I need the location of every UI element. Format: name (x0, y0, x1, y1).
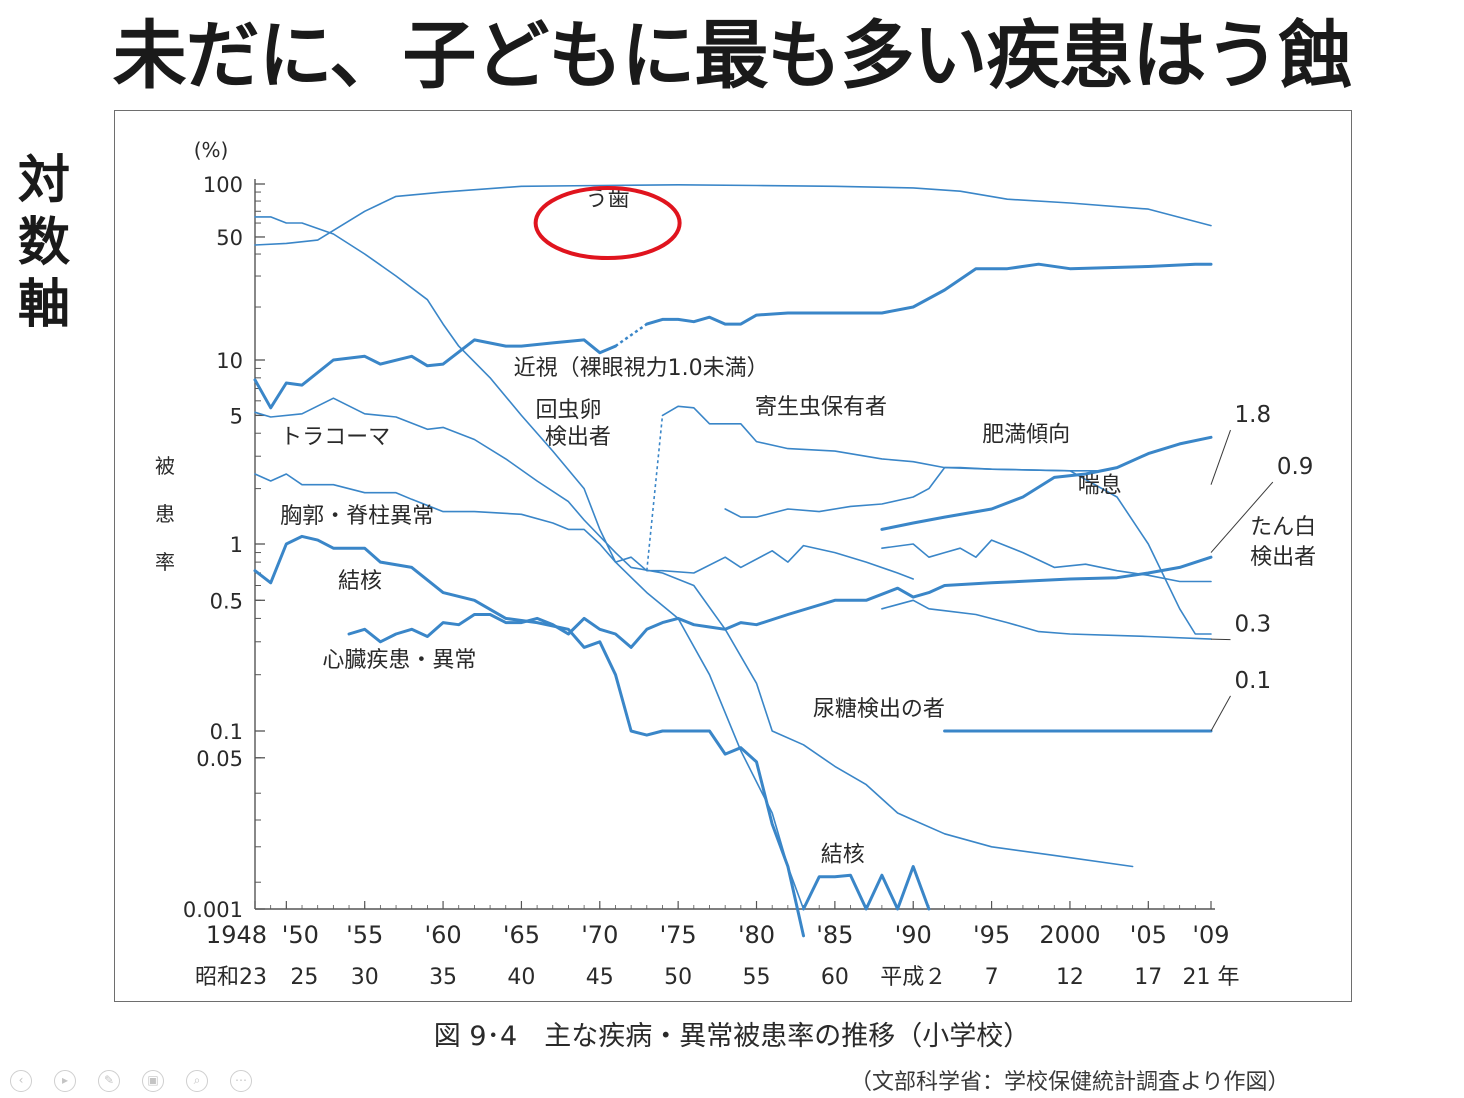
series-gap-connector (614, 323, 648, 348)
y-tick-label: 100 (203, 173, 243, 197)
y-tick-label: 0.1 (210, 720, 243, 744)
series-line (254, 473, 914, 580)
series-line (880, 435, 1213, 531)
series-line (881, 539, 1212, 583)
y-tick-label: 50 (216, 226, 243, 250)
series-line (347, 555, 1213, 649)
y-tick-label: 0.001 (183, 898, 243, 922)
x-tick-label: '09 (1192, 921, 1229, 949)
era-tick-label: 21 年 (1183, 965, 1240, 990)
side-series-label: 検出者 (1250, 545, 1316, 570)
series-annotation: 検出者 (545, 425, 611, 450)
slide-toolbar: ‹ ▸ ✎ ▣ ⌕ ⋯ (10, 1070, 252, 1094)
more-icon[interactable]: ⋯ (230, 1070, 252, 1092)
copy-icon[interactable]: ▣ (142, 1070, 164, 1092)
callout-leader (1210, 695, 1231, 732)
x-tick-label: '55 (346, 921, 383, 949)
series-annotation: 尿糖検出の者 (813, 697, 945, 722)
y-axis-label-char: 率 (155, 550, 175, 574)
y-axis-label-char: 患 (155, 502, 175, 526)
callout-value: 0.3 (1235, 612, 1272, 638)
era-tick-label: 40 (507, 965, 535, 990)
series-line (881, 599, 1212, 640)
series-line (254, 216, 805, 910)
slide-title: 未だに、子どもに最も多い疾患はう蝕 (112, 13, 1353, 99)
series-annotation: トラコーマ (280, 425, 390, 450)
side-label-char: 数 (17, 213, 70, 273)
y-tick-label: 0.05 (196, 747, 243, 771)
x-tick-label: '85 (816, 921, 853, 949)
series-line (254, 397, 1134, 868)
era-tick-label: 45 (586, 965, 614, 990)
era-tick-label: 平成２ (880, 965, 946, 990)
x-tick-label: '05 (1130, 921, 1167, 949)
series-annotation: 結核 (821, 843, 865, 868)
series-annotation: 胸郭・脊柱異常 (280, 504, 434, 529)
line-chart: 100 50 10 5 1 0.5 0.1 0.05 0.001 (%) 被患率 1948 '50 '55… (155, 138, 1316, 990)
series-line (645, 262, 1213, 326)
era-tick-label: 35 (429, 965, 457, 990)
side-label-char: 軸 (17, 275, 70, 335)
x-tick-label: '60 (424, 921, 461, 949)
x-tick-label: 2000 (1039, 921, 1100, 949)
series-line (724, 466, 1212, 635)
era-tick-label: 7 (985, 965, 999, 990)
series-gap-connector (646, 415, 664, 571)
era-tick-label: 60 (821, 965, 849, 990)
figure-caption: 図 9･4 主な疾病・異常被患率の推移（小学校） (433, 1021, 1031, 1052)
series-annotation: う歯 (586, 187, 630, 212)
callout-leader (1210, 429, 1231, 485)
callout-value: 0.1 (1235, 668, 1272, 694)
x-tick-label: '50 (282, 921, 319, 949)
y-tick-label: 0.5 (210, 589, 243, 613)
zoom-icon[interactable]: ⌕ (186, 1070, 208, 1092)
series-line (254, 184, 1212, 246)
series-line (253, 534, 805, 938)
era-tick-label: 12 (1056, 965, 1084, 990)
y-tick-label: 5 (230, 404, 243, 428)
play-icon[interactable]: ▸ (54, 1070, 76, 1092)
series-line (253, 338, 617, 410)
prev-icon[interactable]: ‹ (10, 1070, 32, 1092)
series-annotation: 結核 (338, 569, 382, 594)
x-tick-label: '75 (660, 921, 697, 949)
x-tick-label: '80 (738, 921, 775, 949)
x-tick-label: '70 (581, 921, 618, 949)
x-tick-label: '90 (895, 921, 932, 949)
callout-value: 1.8 (1235, 402, 1272, 428)
era-tick-label: 昭和23 (195, 965, 267, 990)
era-tick-label: 17 (1134, 965, 1162, 990)
series-line (802, 865, 931, 911)
side-label-char: 対 (17, 151, 70, 211)
log-axis-side-label: 対 数 軸 (14, 150, 74, 336)
series-annotation: 近視（裸眼視力1.0未満） (514, 356, 769, 381)
y-axis-label-char: 被 (155, 454, 175, 478)
series-annotation: 回虫卵 (536, 398, 602, 423)
chart-frame: 100 50 10 5 1 0.5 0.1 0.05 0.001 (%) 被患率 1948 '50 '55… (114, 110, 1352, 1002)
callout-leader (1210, 481, 1274, 553)
series-annotation: 肥満傾向 (982, 423, 1070, 448)
x-tick-label: '65 (503, 921, 540, 949)
callout-value: 0.9 (1277, 454, 1314, 480)
highlight-ellipse (533, 186, 682, 261)
x-tick-label: 1948 (206, 921, 267, 949)
series-annotation: 心臓疾患・異常 (322, 648, 476, 673)
side-series-label: たん白 (1250, 515, 1316, 540)
series-annotation: 寄生虫保有者 (755, 395, 887, 420)
series-annotation: 喘息 (1078, 474, 1122, 499)
y-tick-label: 10 (216, 349, 243, 373)
x-tick-label: '95 (973, 921, 1010, 949)
era-tick-label: 50 (664, 965, 692, 990)
era-tick-label: 25 (290, 965, 318, 990)
era-tick-label: 30 (351, 965, 379, 990)
y-axis-unit: (%) (194, 138, 229, 162)
y-tick-label: 1 (230, 533, 243, 557)
pen-icon[interactable]: ✎ (98, 1070, 120, 1092)
era-tick-label: 55 (743, 965, 771, 990)
figure-source: （文部科学省：学校保健統計調査より作図） (850, 1070, 1290, 1095)
